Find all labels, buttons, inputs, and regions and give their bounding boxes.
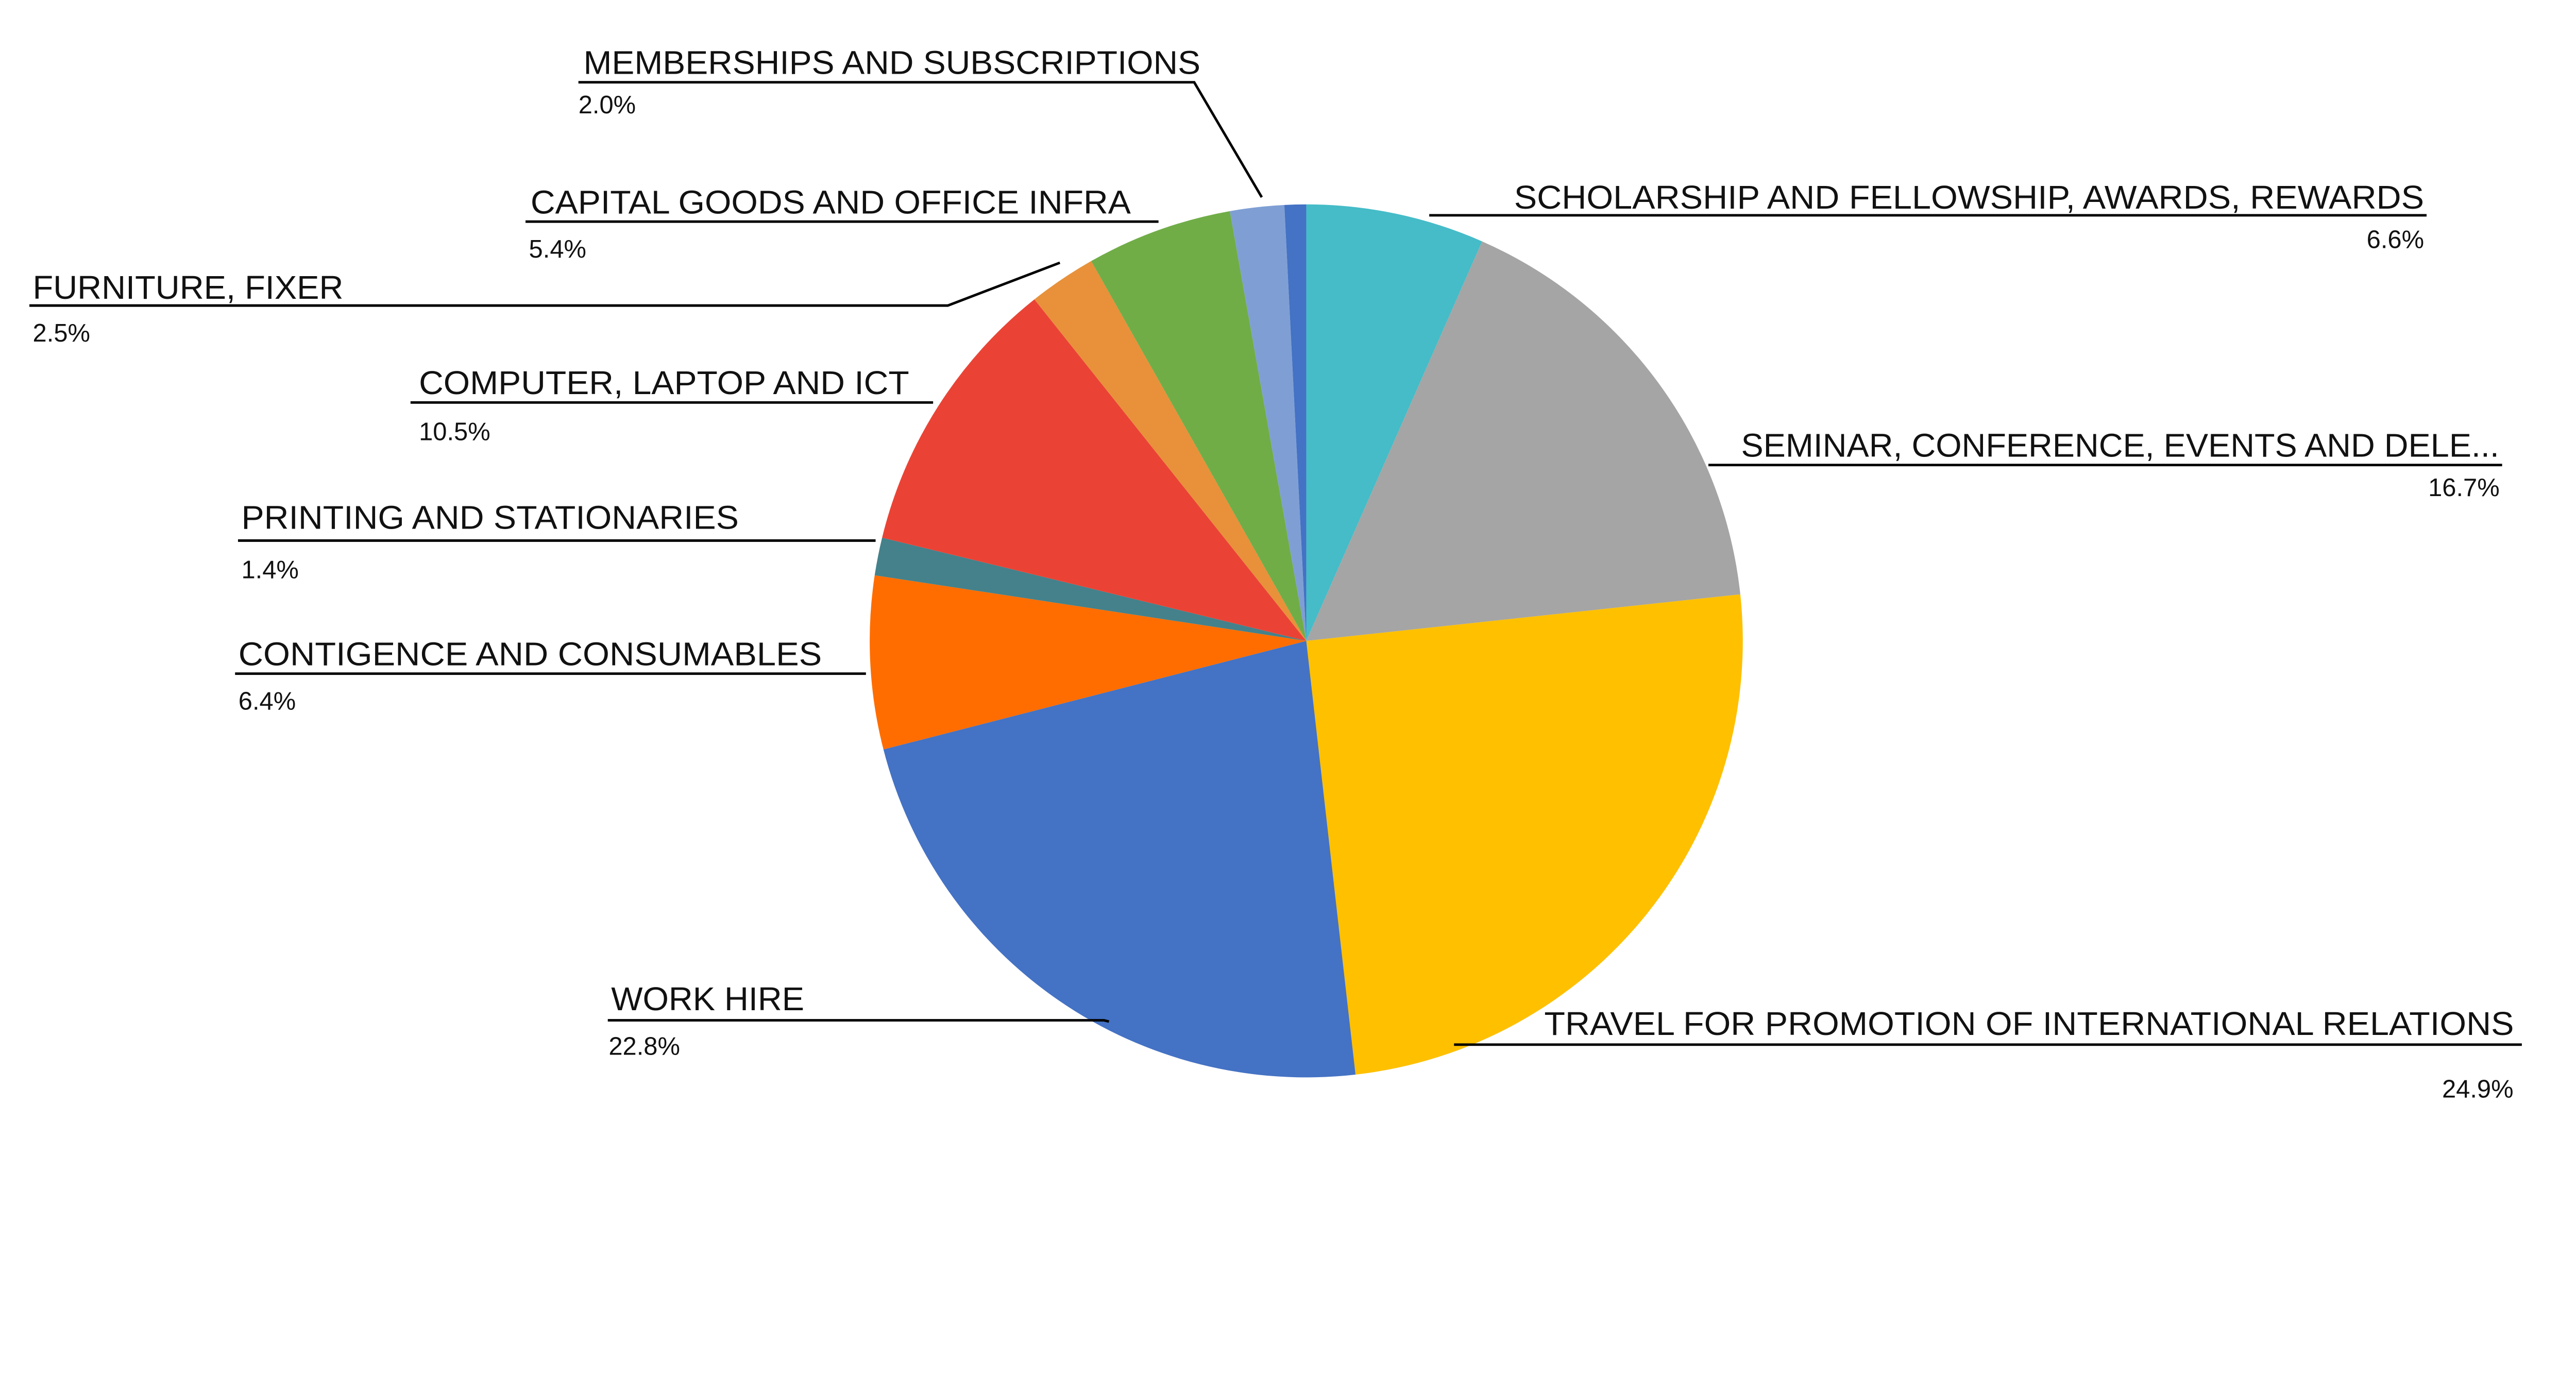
- slice-label: MEMBERSHIPS AND SUBSCRIPTIONS: [583, 44, 1200, 81]
- slice-label: PRINTING AND STATIONARIES: [241, 500, 738, 536]
- slice-percent: 6.6%: [2367, 226, 2424, 254]
- slice-label: FURNITURE, FIXER: [33, 269, 344, 306]
- slice-label: WORK HIRE: [611, 981, 804, 1017]
- slice-percent: 2.5%: [33, 319, 90, 347]
- pie-slice: [874, 537, 1307, 641]
- pie-slice: [1091, 211, 1307, 641]
- pie-slice: [1306, 241, 1740, 641]
- leader-line: [578, 81, 1263, 198]
- leader-line: [29, 261, 1061, 307]
- leader-line: [607, 1019, 1110, 1023]
- slice-label: CAPITAL GOODS AND OFFICE INFRA: [531, 184, 1131, 221]
- slice-label: TRAVEL FOR PROMOTION OF INTERNATIONAL RE…: [1544, 1006, 2514, 1042]
- pie-slice: [1306, 204, 1482, 641]
- slice-percent: 24.9%: [2442, 1076, 2514, 1103]
- slice-percent: 22.8%: [608, 1032, 680, 1060]
- slice-percent: 16.7%: [2428, 474, 2500, 502]
- pie-slice: [883, 641, 1356, 1078]
- pie-chart: SCHOLARSHIP AND FELLOWSHIP, AWARDS, REWA…: [29, 44, 2522, 1103]
- pie-slices: [870, 204, 1743, 1078]
- slice-percent: 1.4%: [241, 556, 298, 584]
- slice-percent: 5.4%: [529, 235, 586, 263]
- slice-label: COMPUTER, LAPTOP AND ICT: [419, 365, 909, 401]
- slice-label: SEMINAR, CONFERENCE, EVENTS AND DELE...: [1741, 427, 2499, 464]
- slice-label: CONTIGENCE AND CONSUMABLES: [239, 636, 822, 672]
- slice-percent: 2.0%: [579, 91, 636, 119]
- pie-labels: SCHOLARSHIP AND FELLOWSHIP, AWARDS, REWA…: [29, 44, 2522, 1103]
- pie-slice: [1230, 205, 1307, 641]
- pie-slice: [1284, 204, 1307, 641]
- slice-percent: 10.5%: [419, 418, 490, 446]
- pie-slice: [870, 575, 1307, 750]
- pie-slice: [1034, 261, 1307, 641]
- pie-slice: [882, 299, 1307, 641]
- slice-label: SCHOLARSHIP AND FELLOWSHIP, AWARDS, REWA…: [1514, 179, 2424, 216]
- slice-percent: 6.4%: [239, 688, 296, 716]
- pie-slice: [1306, 594, 1743, 1075]
